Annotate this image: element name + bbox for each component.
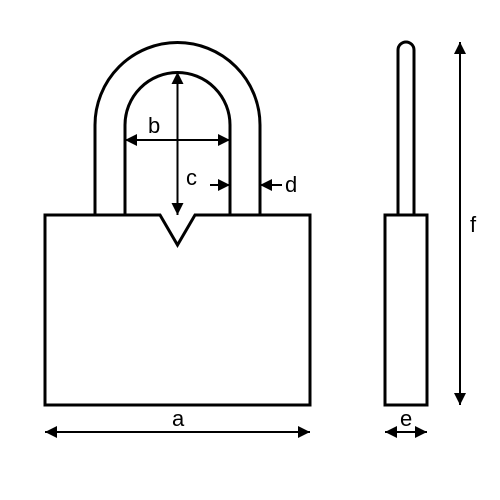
dimension-c: c [172, 72, 198, 215]
padlock-technical-diagram: a b c d e f [0, 0, 500, 500]
dimension-a: a [45, 406, 310, 438]
label-a: a [172, 406, 185, 431]
side-shackle [398, 42, 414, 215]
front-body [45, 215, 310, 405]
label-d: d [285, 172, 297, 197]
label-f: f [470, 212, 477, 237]
label-c: c [186, 165, 197, 190]
side-body [385, 215, 427, 405]
label-e: e [400, 406, 412, 431]
dimension-f: f [454, 42, 477, 405]
dimension-e: e [385, 406, 427, 438]
label-b: b [148, 113, 160, 138]
